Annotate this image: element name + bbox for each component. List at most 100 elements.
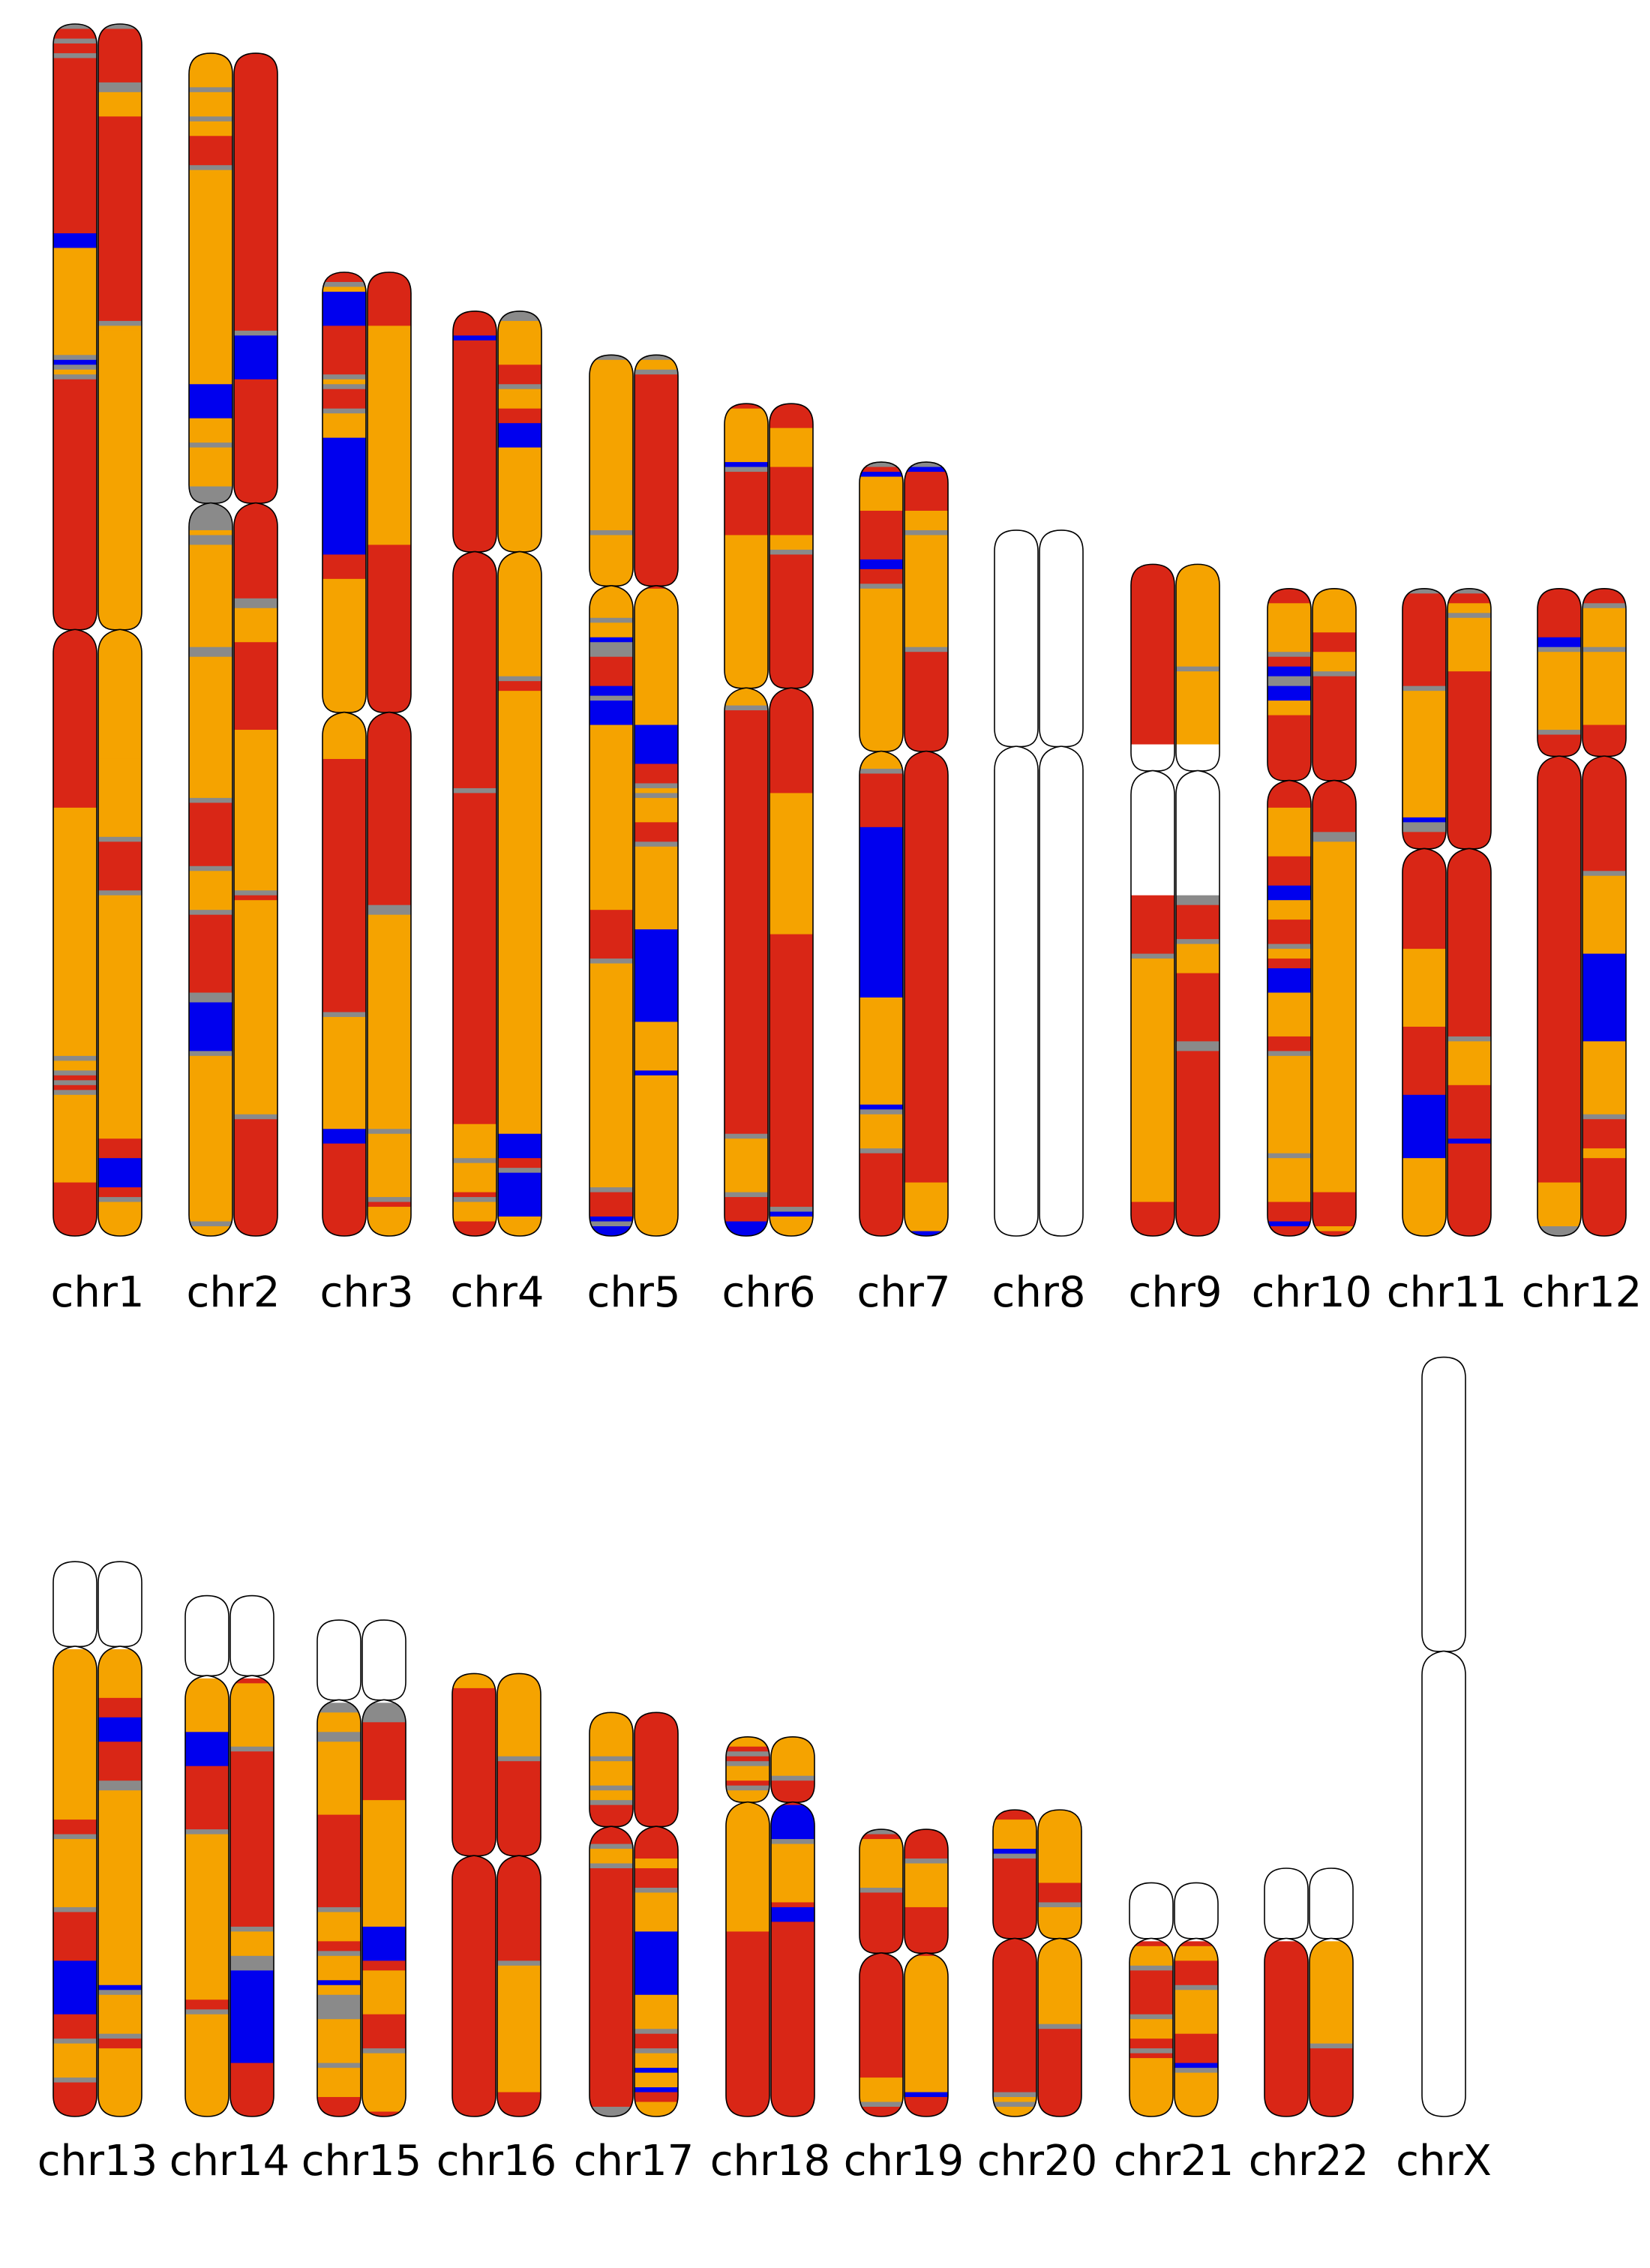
band-red xyxy=(1538,588,1581,638)
band-red xyxy=(53,379,97,808)
chromatid-1-outline xyxy=(1129,1882,1174,2117)
band-gray xyxy=(453,1197,496,1203)
band-gray xyxy=(234,598,278,609)
band-orange xyxy=(1582,1148,1626,1159)
band-orange xyxy=(634,1892,678,1932)
band-white xyxy=(994,530,1038,1236)
band-gray xyxy=(53,1080,97,1086)
chromatid-1-bands xyxy=(726,1736,770,2116)
chromatid-2-bands xyxy=(98,24,142,1236)
band-red xyxy=(1402,593,1446,687)
band-orange xyxy=(234,730,278,891)
band-orange xyxy=(1582,1041,1626,1115)
band-orange xyxy=(904,1182,948,1232)
band-gray xyxy=(362,1702,406,1723)
band-orange xyxy=(53,1094,97,1100)
band-gray xyxy=(590,1785,633,1791)
band-blue xyxy=(98,1984,142,1990)
band-red xyxy=(904,1829,948,1859)
band-gray xyxy=(53,374,97,380)
band-red xyxy=(453,340,496,556)
chromosome-label: chr5 xyxy=(587,1268,681,1317)
band-orange xyxy=(368,914,411,1130)
chromatid-2-outline xyxy=(1582,588,1627,1237)
band-orange xyxy=(368,326,411,546)
band-orange xyxy=(1582,652,1626,726)
chromatid-1-bands xyxy=(1130,1882,1173,2116)
band-blue xyxy=(904,2092,948,2098)
band-gray xyxy=(860,1148,903,1154)
chromatid-1-bands xyxy=(1264,1868,1308,2116)
chromatid-2-outline xyxy=(98,1561,142,2117)
band-gray xyxy=(1582,1114,1626,1120)
band-orange xyxy=(498,320,542,365)
band-orange xyxy=(1268,700,1311,716)
band-orange xyxy=(1176,564,1220,668)
band-blue xyxy=(590,1216,633,1222)
band-gray xyxy=(53,24,97,30)
band-orange xyxy=(1268,900,1311,920)
band-gray xyxy=(189,116,232,122)
band-orange xyxy=(317,2068,361,2098)
chromatid-2-outline xyxy=(233,52,278,1237)
band-gray xyxy=(860,2102,903,2108)
band-gray xyxy=(993,1853,1036,1859)
band-red xyxy=(1268,715,1311,784)
band-gray xyxy=(993,2102,1036,2108)
band-gray xyxy=(189,797,232,803)
band-orange xyxy=(770,428,813,468)
band-orange xyxy=(317,1712,361,1732)
chromatid-2-outline xyxy=(769,403,814,1237)
band-red xyxy=(368,272,411,326)
band-red xyxy=(453,1192,496,1198)
band-orange xyxy=(590,588,633,619)
band-blue xyxy=(771,1906,814,1923)
band-red xyxy=(634,1712,678,1830)
band-gray xyxy=(726,1761,770,1767)
band-orange xyxy=(634,588,678,726)
band-gray xyxy=(634,369,678,375)
chromosome-label: chr3 xyxy=(320,1268,414,1317)
band-gray xyxy=(98,836,142,842)
chromatid-2-outline xyxy=(367,272,412,1237)
chromatid-2-bands xyxy=(770,404,813,1237)
chromatid-2-bands xyxy=(1582,588,1626,1236)
chromatid-2-outline xyxy=(904,461,949,1237)
band-orange xyxy=(1402,1158,1446,1236)
band-red xyxy=(726,1931,770,2116)
chromatid-1-bands xyxy=(185,1595,229,2116)
band-gray xyxy=(189,992,232,1004)
band-blue xyxy=(185,1751,229,1767)
band-red xyxy=(860,1834,903,1840)
band-orange xyxy=(590,963,633,1188)
band-gray xyxy=(368,1197,411,1203)
band-orange xyxy=(189,170,232,385)
band-red xyxy=(860,1153,903,1236)
band-gray xyxy=(1582,646,1626,652)
chromatid-2-bands xyxy=(498,310,542,1237)
band-gray xyxy=(1130,2014,1173,2020)
chromosome-label: chr6 xyxy=(722,1268,816,1317)
chromatid-1-bands xyxy=(1422,1357,1466,2116)
band-orange xyxy=(189,418,232,443)
band-blue xyxy=(634,1931,678,1996)
band-gray xyxy=(590,355,633,361)
band-white xyxy=(53,1562,97,1650)
band-orange xyxy=(590,1761,633,1786)
band-gray xyxy=(1312,671,1356,677)
chromatid-1-bands xyxy=(1131,564,1174,1236)
band-orange xyxy=(590,622,633,638)
band-red xyxy=(904,1906,948,1957)
band-red xyxy=(770,466,813,536)
band-gray xyxy=(98,1990,142,1996)
band-red xyxy=(322,388,366,410)
band-gray xyxy=(590,1844,633,1850)
band-red xyxy=(1268,656,1311,668)
band-gray xyxy=(322,281,366,288)
band-red xyxy=(724,1197,768,1222)
band-orange xyxy=(590,724,633,910)
band-gray xyxy=(497,1756,541,1762)
band-orange xyxy=(98,1648,142,1660)
band-white xyxy=(1040,530,1083,1236)
band-red xyxy=(1582,588,1626,604)
